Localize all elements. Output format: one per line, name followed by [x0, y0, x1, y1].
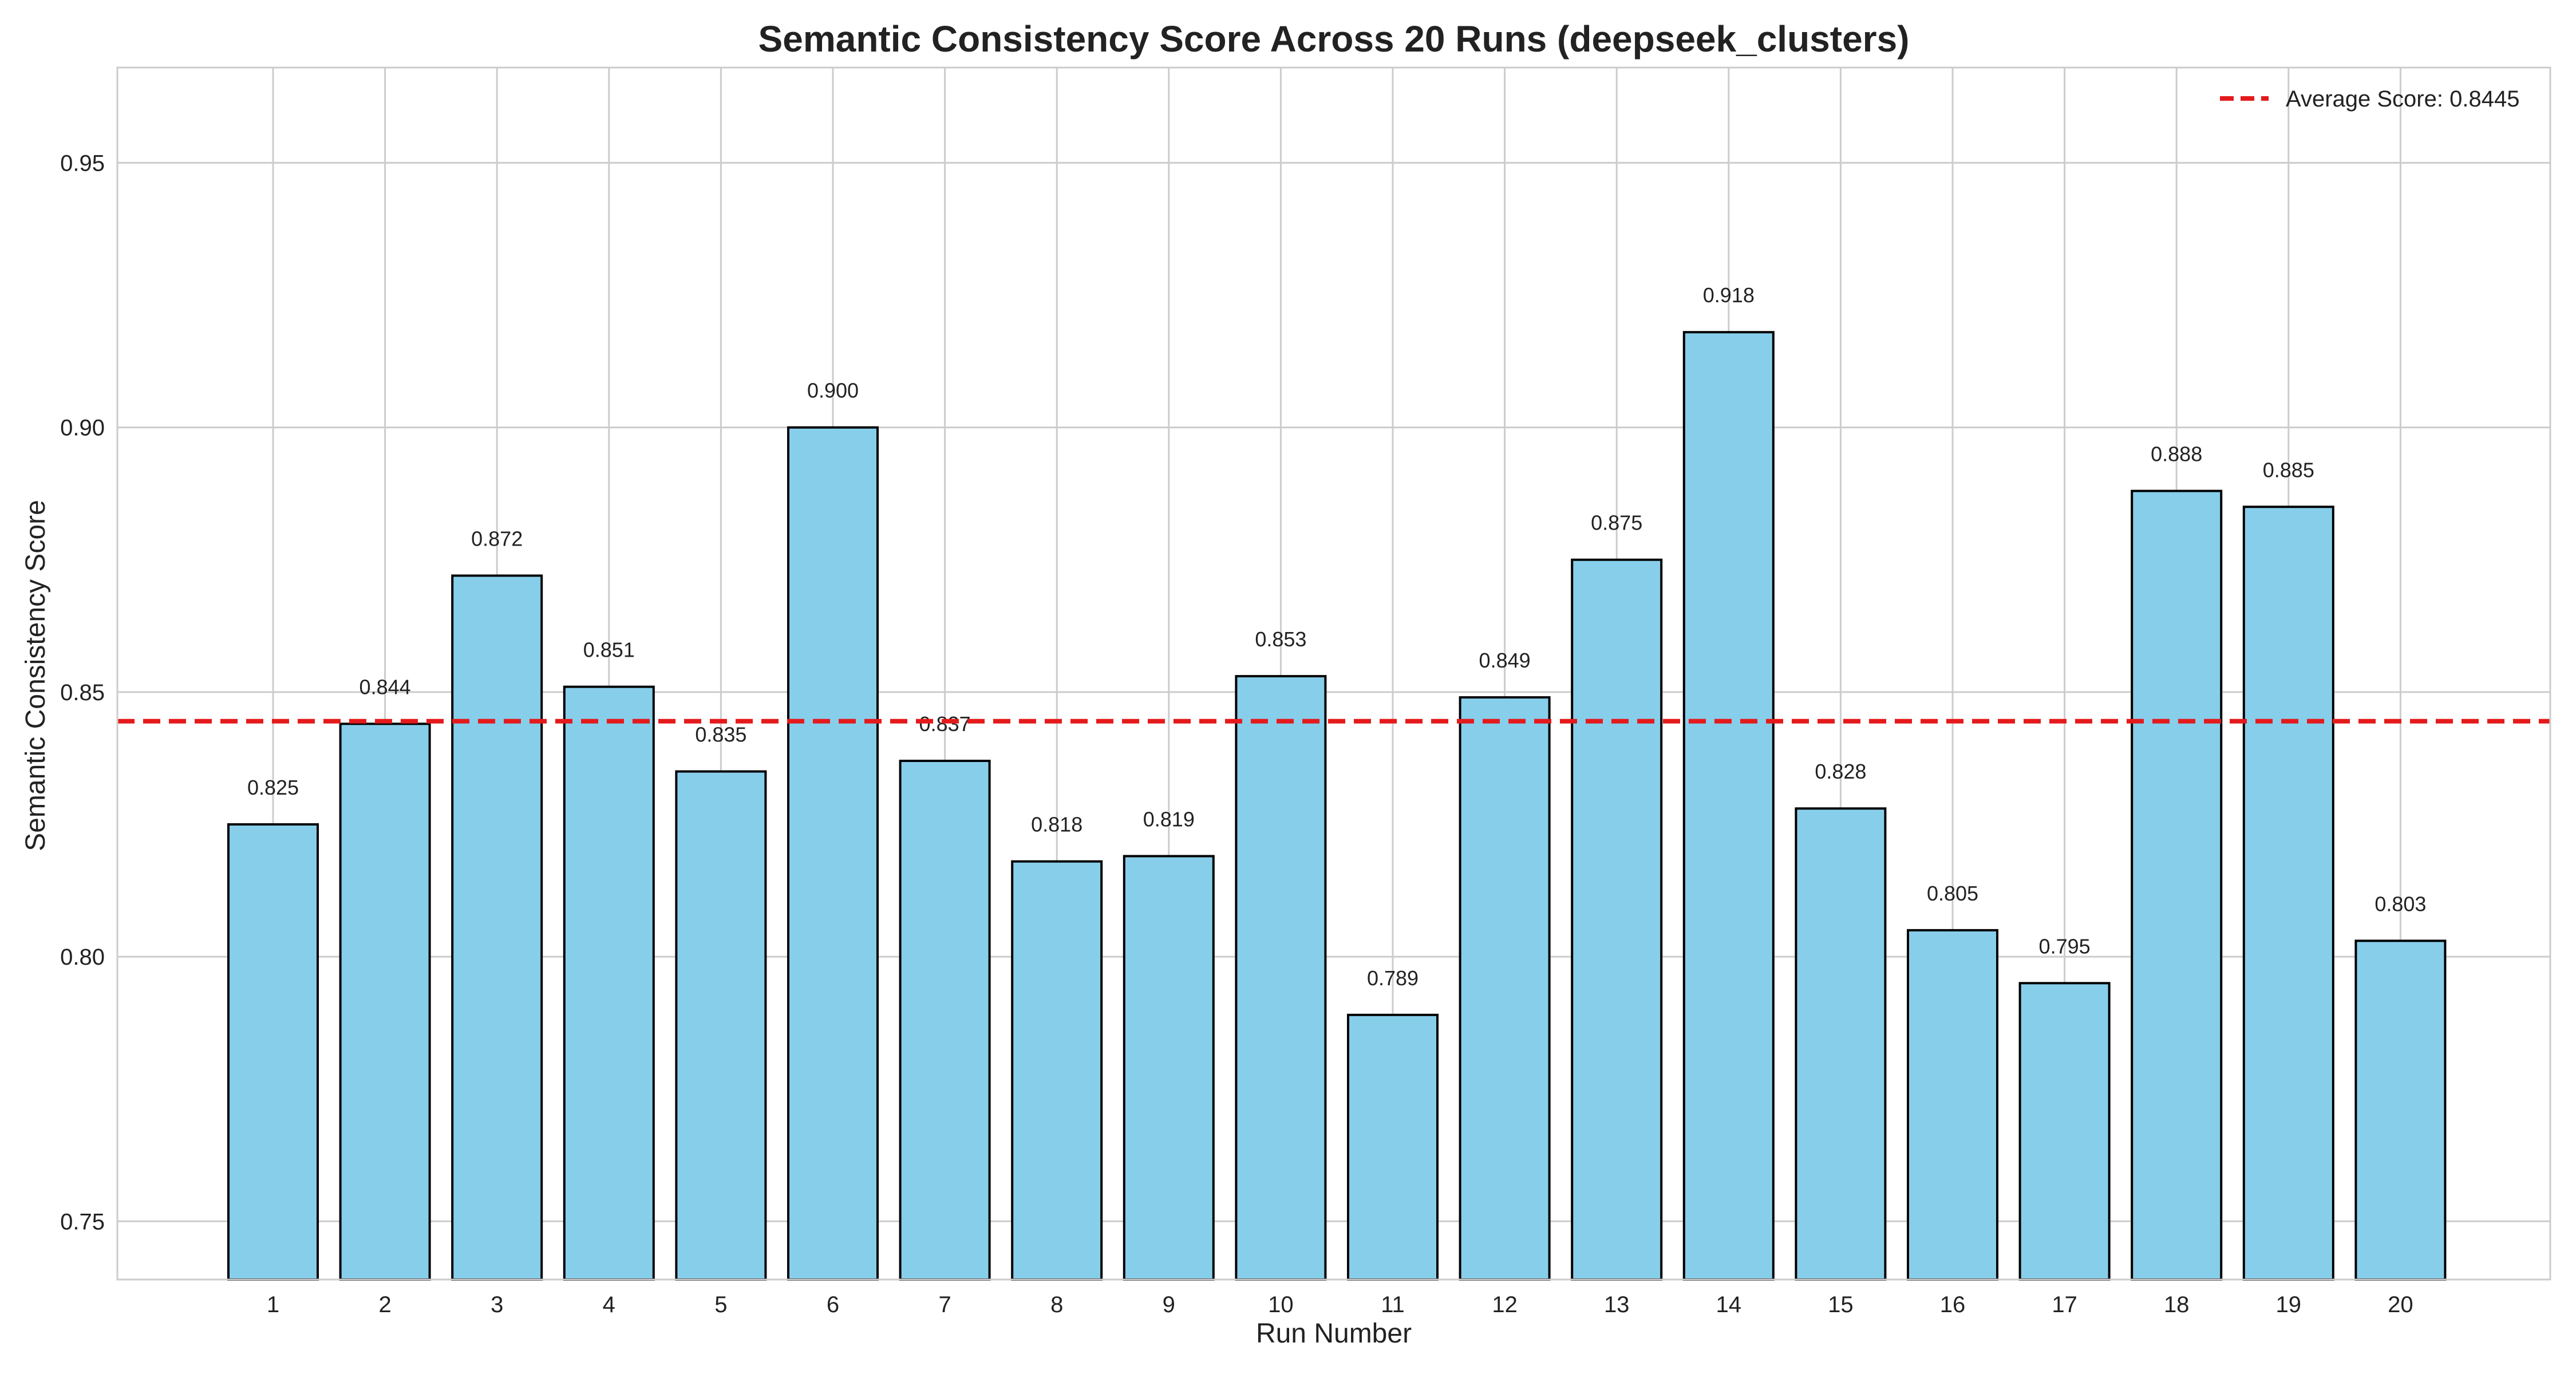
- bar-value-label: 0.918: [1703, 283, 1755, 307]
- bar-value-label: 0.805: [1927, 882, 1978, 905]
- bars: [227, 331, 2447, 1281]
- bar-value-label: 0.875: [1591, 511, 1642, 535]
- bar: [1907, 929, 1998, 1281]
- x-tick-label: 5: [714, 1292, 727, 1317]
- bar-value-label: 0.851: [583, 638, 635, 662]
- bar-value-label: 0.885: [2263, 458, 2314, 481]
- bar-value-label: 0.853: [1255, 627, 1306, 651]
- y-tick-label: 0.95: [60, 151, 105, 176]
- legend-label-average: Average Score: 0.8445: [2286, 86, 2519, 112]
- x-tick-label: 2: [378, 1292, 391, 1317]
- bar: [451, 574, 543, 1281]
- bar: [1682, 331, 1775, 1281]
- x-tick-label: 3: [491, 1292, 503, 1317]
- y-tick-label: 0.75: [60, 1209, 105, 1234]
- bar: [2242, 506, 2334, 1281]
- bar-value-label: 0.844: [359, 675, 411, 698]
- x-tick-label: 10: [1268, 1292, 1294, 1317]
- x-tick-label: 11: [1381, 1292, 1405, 1317]
- bar-value-label: 0.803: [2374, 892, 2426, 915]
- bar-value-label: 0.835: [695, 723, 746, 747]
- bar: [1795, 807, 1887, 1281]
- bar-value-label: 0.789: [1367, 966, 1419, 990]
- bar: [675, 770, 767, 1281]
- bar-value-label: 0.818: [1031, 813, 1082, 836]
- x-tick-label: 1: [267, 1292, 279, 1317]
- bar-value-label: 0.828: [1815, 760, 1866, 783]
- x-tick-labels: 1 2 3 4 5 6 7 8 9 10 11 12 13 14 15 16 17 18 19 20: [267, 1292, 2413, 1317]
- x-tick-label: 12: [1492, 1292, 1518, 1317]
- x-tick-label: 20: [2388, 1292, 2413, 1317]
- bar-value-label: 0.900: [807, 379, 859, 402]
- bar-value-label: 0.849: [1479, 649, 1531, 672]
- bar-value-label: 0.819: [1143, 807, 1195, 831]
- x-tick-label: 8: [1050, 1292, 1063, 1317]
- bar: [1571, 558, 1663, 1281]
- bar-value-label: 0.795: [2039, 934, 2091, 958]
- bar: [1123, 855, 1215, 1281]
- data-labels: 0.825 0.844 0.872 0.851 0.835 0.900 0.837 0.818…: [247, 283, 2426, 990]
- legend: Average Score: 0.8445: [2220, 86, 2519, 112]
- plot-frame: [116, 66, 2551, 1281]
- x-tick-label: 17: [2052, 1292, 2077, 1317]
- bar-value-label: 0.825: [247, 776, 299, 799]
- bar: [1459, 696, 1551, 1281]
- bar: [2354, 939, 2447, 1281]
- bar: [563, 685, 655, 1281]
- x-tick-label: 7: [938, 1292, 951, 1317]
- x-tick-label: 4: [603, 1292, 615, 1317]
- x-tick-label: 9: [1163, 1292, 1175, 1317]
- bar: [227, 823, 319, 1281]
- y-tick-label: 0.85: [60, 680, 105, 705]
- bar: [1011, 860, 1103, 1281]
- x-tick-label: 13: [1604, 1292, 1630, 1317]
- chart-title: Semantic Consistency Score Across 20 Run…: [758, 18, 1910, 60]
- bar-value-label: 0.872: [471, 527, 523, 550]
- bar-value-label: 0.888: [2151, 443, 2202, 466]
- bar: [1235, 675, 1327, 1281]
- x-tick-label: 19: [2276, 1292, 2302, 1317]
- y-tick-label: 0.80: [60, 945, 105, 970]
- bar: [2018, 982, 2111, 1281]
- bar: [2131, 489, 2223, 1281]
- x-axis-label: Run Number: [1256, 1318, 1412, 1349]
- bar-value-label: 0.837: [919, 712, 971, 736]
- bar: [339, 722, 431, 1281]
- y-tick-labels: 0.75 0.80 0.85 0.90 0.95: [60, 151, 105, 1234]
- bar: [1347, 1013, 1439, 1281]
- y-tick-label: 0.90: [60, 416, 105, 441]
- x-tick-label: 6: [827, 1292, 839, 1317]
- x-tick-label: 14: [1716, 1292, 1742, 1317]
- bar: [787, 426, 879, 1281]
- x-tick-label: 15: [1828, 1292, 1854, 1317]
- y-axis-label: Semantic Consistency Score: [21, 500, 51, 851]
- bar: [899, 760, 991, 1281]
- x-tick-label: 18: [2164, 1292, 2190, 1317]
- x-tick-label: 16: [1940, 1292, 1966, 1317]
